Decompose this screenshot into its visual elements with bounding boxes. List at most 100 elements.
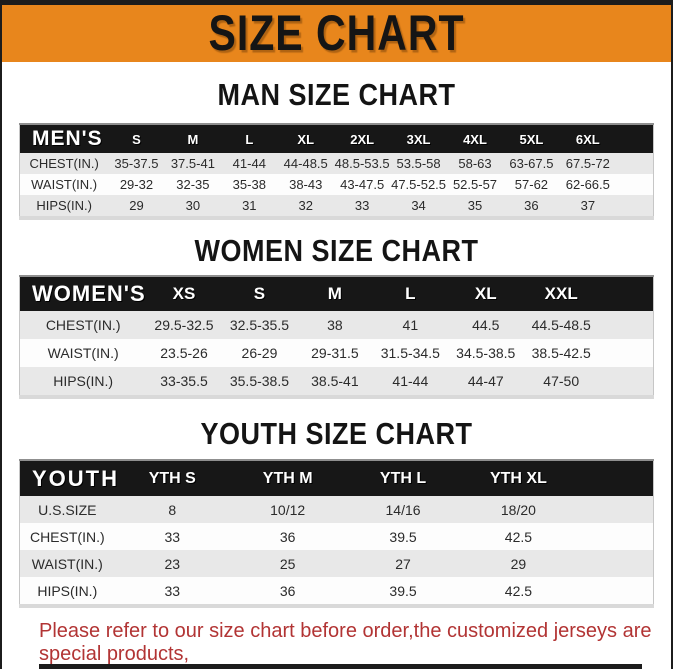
bottom-black-bar xyxy=(39,664,642,669)
table-header-row: YOUTH YTH S YTH M YTH L YTH XL xyxy=(19,460,654,496)
column-header: YTH XL xyxy=(460,460,577,496)
cell-value: 29 xyxy=(460,550,577,577)
column-header: 4XL xyxy=(446,124,504,153)
cell-value: 44-47 xyxy=(448,367,524,397)
cell-value: 39.5 xyxy=(345,523,461,550)
cell-value: 44-48.5 xyxy=(277,153,334,174)
column-header: 3XL xyxy=(390,124,447,153)
table-row: HIPS(IN.) 33-35.5 35.5-38.5 38.5-41 41-44 44-… xyxy=(19,367,654,397)
cell-value: 36 xyxy=(229,523,346,550)
row-label: HIPS(IN.) xyxy=(19,195,109,218)
row-filler xyxy=(576,550,654,577)
row-filler xyxy=(576,577,654,606)
cell-value: 23.5-26 xyxy=(146,339,222,367)
row-filler xyxy=(576,523,654,550)
cell-value: 48.5-53.5 xyxy=(333,153,391,174)
column-header: YTH M xyxy=(229,460,346,496)
cell-value: 38 xyxy=(297,311,373,339)
column-header: XL xyxy=(277,124,334,153)
cell-value: 39.5 xyxy=(345,577,461,606)
cell-value: 52.5-57 xyxy=(446,174,504,195)
cell-value: 14/16 xyxy=(345,496,461,523)
column-header: XXL xyxy=(523,276,599,311)
table-row: WAIST(IN.) 29-32 32-35 35-38 38-43 43-47.5 47.… xyxy=(19,174,654,195)
cell-value: 35 xyxy=(446,195,504,218)
cell-value: 32.5-35.5 xyxy=(221,311,298,339)
table-row: WAIST(IN.) 23.5-26 26-29 29-31.5 31.5-34.5 34… xyxy=(19,339,654,367)
youth-section-heading: YOUTH SIZE CHART xyxy=(200,417,473,451)
cell-value: 29-32 xyxy=(108,174,165,195)
cell-value: 35-38 xyxy=(221,174,278,195)
cell-value: 30 xyxy=(164,195,222,218)
cell-value: 63-67.5 xyxy=(503,153,560,174)
cell-value: 44.5 xyxy=(448,311,524,339)
header-filler xyxy=(598,276,654,311)
table-corner-label: WOMEN'S xyxy=(19,276,147,311)
column-header: S xyxy=(108,124,165,153)
cell-value: 37 xyxy=(559,195,617,218)
cell-value: 18/20 xyxy=(460,496,577,523)
cell-value: 31 xyxy=(221,195,278,218)
row-filler xyxy=(598,311,654,339)
cell-value: 42.5 xyxy=(460,523,577,550)
column-header: S xyxy=(221,276,298,311)
cell-value: 43-47.5 xyxy=(333,174,391,195)
cell-value: 53.5-58 xyxy=(390,153,447,174)
women-size-section: WOMEN SIZE CHART WOMEN'S XS S M L XL XXL CHEST… xyxy=(19,220,654,399)
cell-value: 38.5-42.5 xyxy=(523,339,599,367)
cell-value: 23 xyxy=(114,550,230,577)
cell-value: 26-29 xyxy=(221,339,298,367)
column-header: 6XL xyxy=(559,124,617,153)
men-size-table: MEN'S S M L XL 2XL 3XL 4XL 5XL 6XL CHEST(IN.) 35-3… xyxy=(19,123,654,220)
footer-warning-text: Please refer to our size chart before or… xyxy=(39,620,652,669)
cell-value: 33 xyxy=(114,523,230,550)
table-row: WAIST(IN.) 23 25 27 29 xyxy=(19,550,654,577)
row-label: CHEST(IN.) xyxy=(19,153,109,174)
cell-value: 41-44 xyxy=(372,367,449,397)
women-section-heading: WOMEN SIZE CHART xyxy=(194,234,479,268)
column-header: 2XL xyxy=(333,124,391,153)
cell-value: 36 xyxy=(229,577,346,606)
table-row: U.S.SIZE 8 10/12 14/16 18/20 xyxy=(19,496,654,523)
cell-value: 32 xyxy=(277,195,334,218)
column-header: L xyxy=(372,276,449,311)
cell-value: 27 xyxy=(345,550,461,577)
row-label: HIPS(IN.) xyxy=(19,367,147,397)
row-label: WAIST(IN.) xyxy=(19,550,115,577)
footer-warning-line1: Please refer to our size chart before or… xyxy=(39,620,652,665)
table-row: CHEST(IN.) 35-37.5 37.5-41 41-44 44-48.5 48.5… xyxy=(19,153,654,174)
cell-value: 29-31.5 xyxy=(297,339,373,367)
row-filler xyxy=(616,153,654,174)
table-row: HIPS(IN.) 33 36 39.5 42.5 xyxy=(19,577,654,606)
header-filler xyxy=(576,460,654,496)
row-label: WAIST(IN.) xyxy=(19,174,109,195)
women-size-table: WOMEN'S XS S M L XL XXL CHEST(IN.) 29.5-32.5 32.… xyxy=(19,275,654,399)
cell-value: 38-43 xyxy=(277,174,334,195)
cell-value: 57-62 xyxy=(503,174,560,195)
cell-value: 62-66.5 xyxy=(559,174,617,195)
cell-value: 31.5-34.5 xyxy=(372,339,449,367)
cell-value: 58-63 xyxy=(446,153,504,174)
column-header: M xyxy=(297,276,373,311)
title-banner: SIZE CHART xyxy=(2,5,671,62)
youth-size-table: YOUTH YTH S YTH M YTH L YTH XL U.S.SIZE 8 10/1… xyxy=(19,459,654,608)
table-row: HIPS(IN.) 29 30 31 32 33 34 35 36 37 xyxy=(19,195,654,218)
page-title: SIZE CHART xyxy=(208,4,465,61)
column-header: YTH S xyxy=(114,460,230,496)
cell-value: 33 xyxy=(333,195,391,218)
cell-value: 34 xyxy=(390,195,447,218)
column-header: M xyxy=(164,124,222,153)
cell-value: 41 xyxy=(372,311,449,339)
table-corner-label: YOUTH xyxy=(19,460,117,496)
cell-value: 37.5-41 xyxy=(164,153,222,174)
table-header-row: WOMEN'S XS S M L XL XXL xyxy=(19,276,654,311)
column-header: 5XL xyxy=(503,124,560,153)
cell-value: 36 xyxy=(503,195,560,218)
table-header-row: MEN'S S M L XL 2XL 3XL 4XL 5XL 6XL xyxy=(19,124,654,153)
column-header: XS xyxy=(146,276,222,311)
cell-value: 10/12 xyxy=(229,496,346,523)
table-row: CHEST(IN.) 29.5-32.5 32.5-35.5 38 41 44.5 44.5… xyxy=(19,311,654,339)
row-filler xyxy=(598,339,654,367)
column-header: L xyxy=(221,124,278,153)
